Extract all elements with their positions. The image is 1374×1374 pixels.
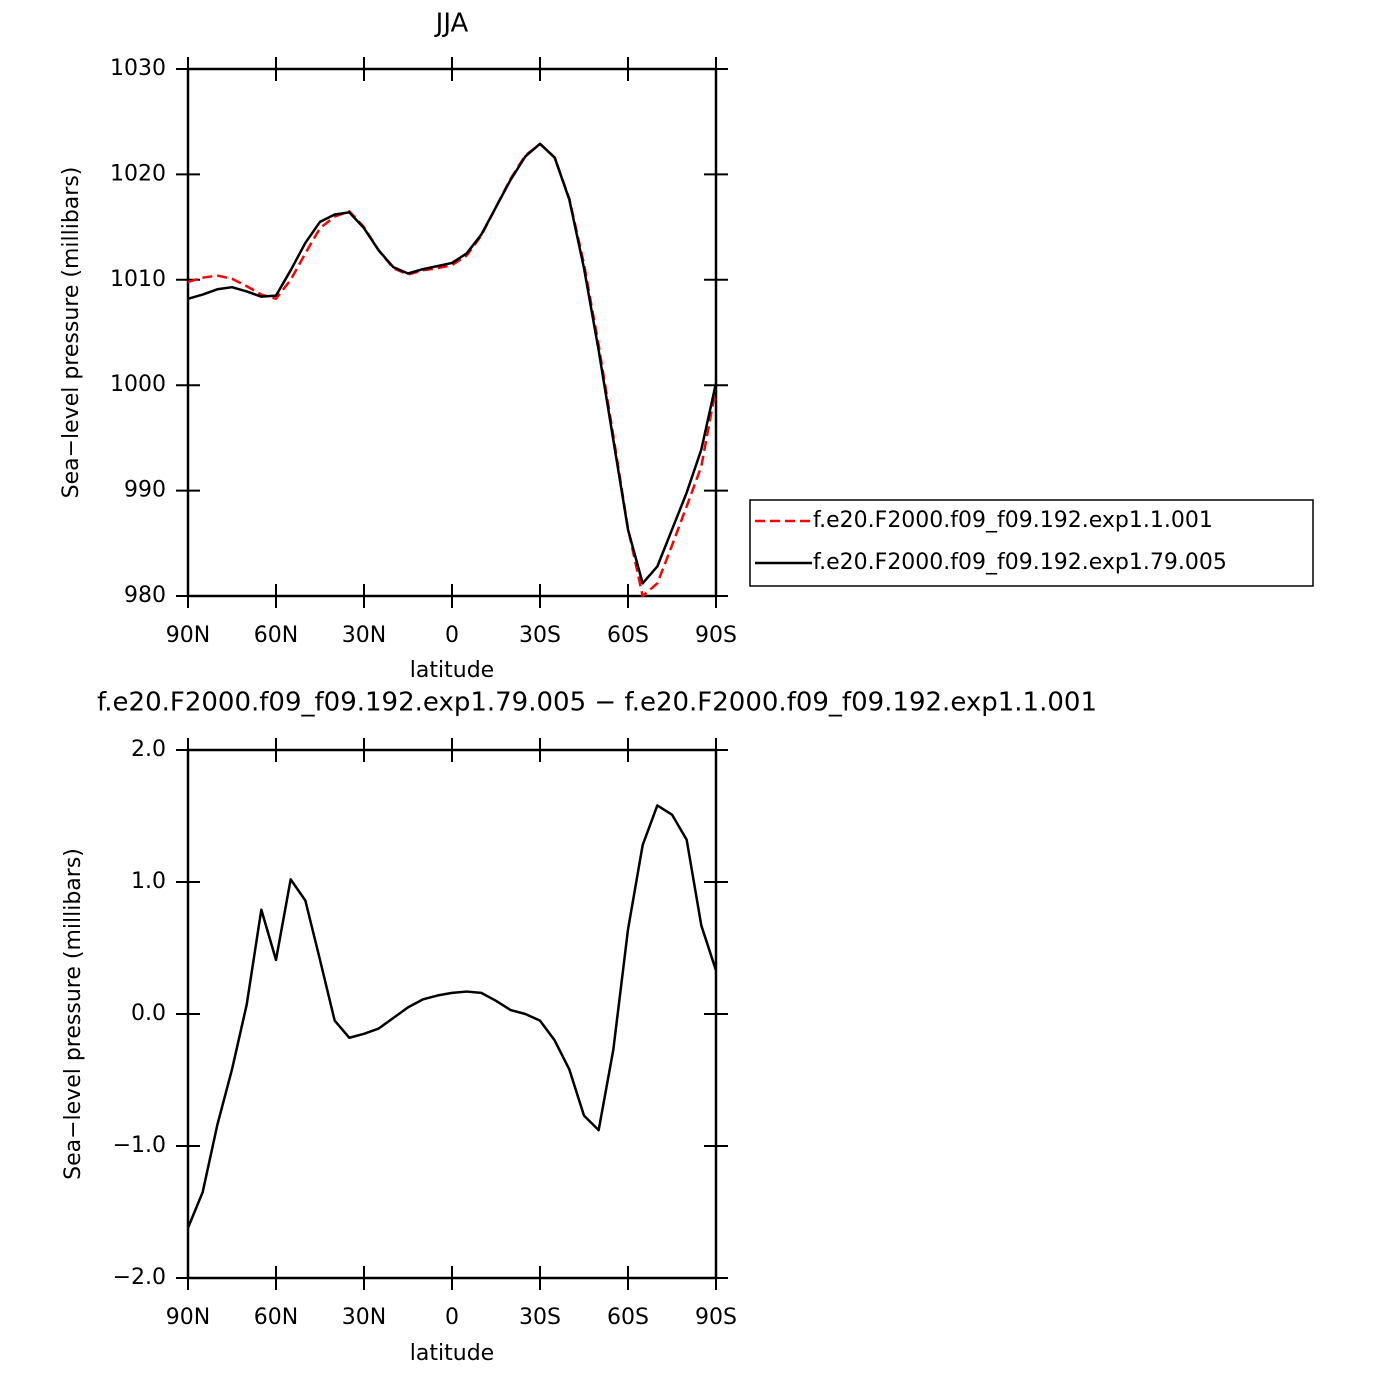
- y-tick-label: 990: [124, 478, 166, 503]
- x-tick-label: 0: [445, 623, 459, 648]
- x-tick-label: 60N: [254, 1305, 298, 1330]
- y-tick-label: −2.0: [113, 1265, 166, 1290]
- y-tick-label: −1.0: [113, 1133, 166, 1158]
- x-tick-label: 60S: [607, 623, 649, 648]
- y-axis-label: Sea−level pressure (millibars): [59, 167, 84, 499]
- y-tick-label: 980: [124, 583, 166, 608]
- plot-frame: [186, 748, 718, 1280]
- y-tick-label: 0.0: [131, 1001, 166, 1026]
- data-line: [188, 142, 716, 598]
- y-tick-label: 1030: [110, 56, 166, 81]
- legend-label: f.e20.F2000.f09_f09.192.exp1.1.001: [813, 508, 1213, 533]
- chart-title: JJA: [434, 9, 469, 39]
- x-tick-label: 90N: [166, 1305, 210, 1330]
- x-tick-label: 90S: [695, 1305, 737, 1330]
- y-tick-label: 1010: [110, 267, 166, 292]
- data-line: [188, 804, 716, 1229]
- x-axis-label: latitude: [410, 658, 494, 683]
- y-tick-label: 1020: [110, 161, 166, 186]
- x-tick-label: 0: [445, 1305, 459, 1330]
- x-tick-label: 90S: [695, 623, 737, 648]
- x-tick-label: 60S: [607, 1305, 649, 1330]
- y-tick-label: 2.0: [131, 737, 166, 762]
- x-tick-label: 30S: [519, 623, 561, 648]
- legend-box: [749, 499, 1314, 587]
- y-tick-label: 1.0: [131, 869, 166, 894]
- y-tick-label: 1000: [110, 372, 166, 397]
- x-axis-label: latitude: [410, 1341, 494, 1366]
- plot-frame: [186, 67, 718, 598]
- data-line: [188, 142, 716, 585]
- y-axis-label: Sea−level pressure (millibars): [61, 848, 86, 1180]
- x-tick-label: 30N: [342, 623, 386, 648]
- x-tick-label: 90N: [166, 623, 210, 648]
- x-tick-label: 30N: [342, 1305, 386, 1330]
- legend-label: f.e20.F2000.f09_f09.192.exp1.79.005: [813, 550, 1227, 575]
- x-tick-label: 60N: [254, 623, 298, 648]
- x-tick-label: 30S: [519, 1305, 561, 1330]
- chart-title: f.e20.F2000.f09_f09.192.exp1.79.005 − f.…: [97, 688, 1097, 718]
